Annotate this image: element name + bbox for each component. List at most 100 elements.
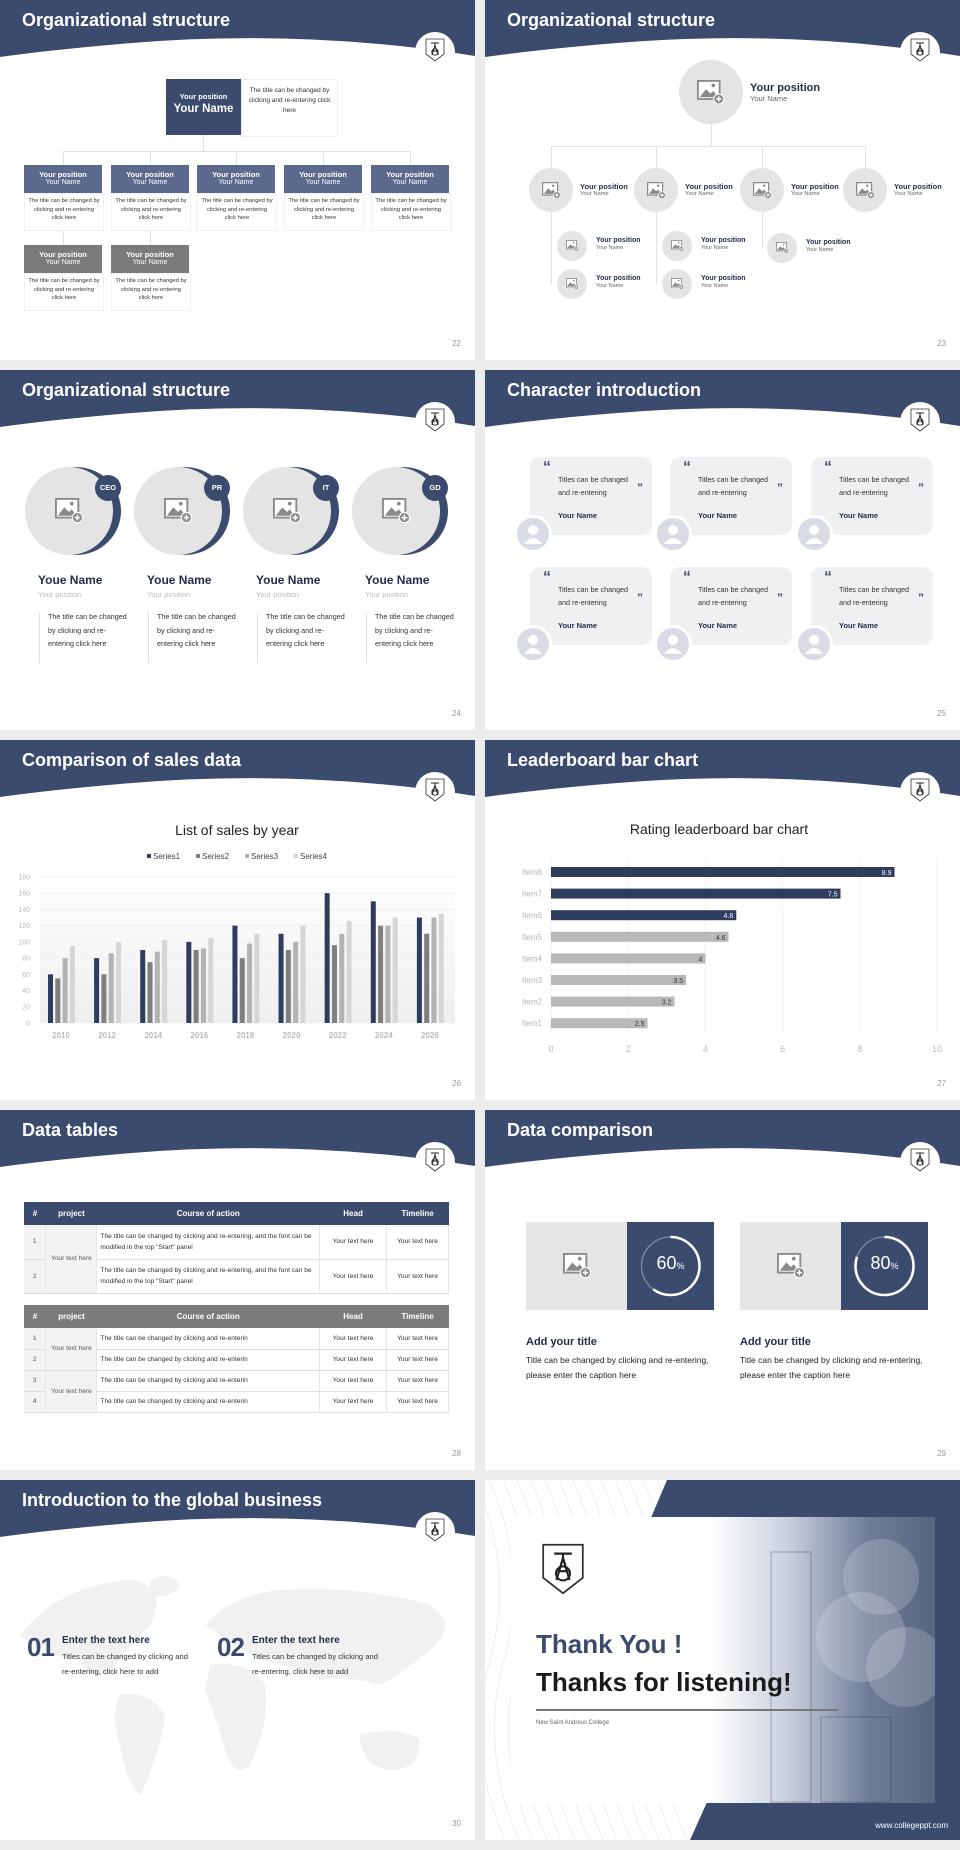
- close-quote-icon: ”: [918, 481, 924, 495]
- member-header[interactable]: Your position Your Name: [24, 165, 102, 193]
- bar-Series2-2012: [101, 974, 107, 1023]
- member-header[interactable]: Your position Your Name: [111, 165, 189, 193]
- y-tick-label: 40: [22, 988, 30, 995]
- person-name: Your Name: [558, 621, 598, 630]
- table-row[interactable]: 2 The title can be changed by clicking an…: [24, 1349, 449, 1371]
- legend-swatch: [196, 854, 200, 858]
- member-header[interactable]: Your position Your Name: [284, 165, 362, 193]
- slide-25[interactable]: Character introduction 25 “ Titles can be c…: [485, 370, 960, 730]
- table-row[interactable]: 3 Your text here The title can be changed …: [24, 1370, 449, 1413]
- slide-31[interactable]: Thank You ! Thanks for listening! New Sain…: [485, 1480, 960, 1840]
- college-logo: [900, 1142, 940, 1182]
- category-label: Item7: [522, 890, 543, 899]
- member-header[interactable]: Your position Your Name: [111, 245, 189, 273]
- column-header[interactable]: #: [32, 1312, 38, 1321]
- column-header[interactable]: project: [58, 1209, 85, 1218]
- photo-placeholder[interactable]: [740, 168, 784, 212]
- photo-placeholder[interactable]: [529, 168, 573, 212]
- photo-placeholder[interactable]: [662, 231, 692, 261]
- close-quote-icon: ”: [777, 591, 783, 605]
- header-band: [0, 370, 475, 435]
- item-number: 02: [217, 1632, 245, 1662]
- table-row[interactable]: 2 The title can be changed by clicking an…: [24, 1259, 449, 1294]
- slide-28[interactable]: Data tables 28 # project Course of action Hea…: [0, 1110, 475, 1470]
- bar-Series3-2014: [154, 951, 160, 1023]
- photo-placeholder[interactable]: [843, 168, 887, 212]
- page-number: 28: [452, 1449, 461, 1458]
- website-link[interactable]: www.collegeppt.com: [875, 1821, 948, 1830]
- column-header[interactable]: Course of action: [176, 1312, 240, 1321]
- bar-Item7: [551, 888, 841, 899]
- page-number: 23: [937, 339, 946, 348]
- slide-30[interactable]: Introduction to the global business 30 01 E…: [0, 1480, 475, 1840]
- column-header[interactable]: Head: [343, 1312, 363, 1321]
- name-label: Your Name: [750, 94, 788, 103]
- avatar: [654, 515, 692, 553]
- bar-Series4-2020: [300, 925, 306, 1023]
- position-label: Your position: [685, 182, 733, 191]
- header-band: [0, 1480, 475, 1545]
- name-label: Your Name: [791, 190, 820, 197]
- bar-Item5: [551, 931, 729, 942]
- bar-Item2: [551, 996, 675, 1007]
- photo-placeholder[interactable]: [740, 1222, 841, 1310]
- category-label: Item6: [522, 911, 543, 920]
- name-label: Your Name: [806, 247, 834, 253]
- person-description: The title can be changed by clicking and…: [48, 612, 127, 648]
- photo-placeholder[interactable]: [662, 269, 692, 299]
- slide-26[interactable]: Comparison of sales data 26 0 20 40 60 80 100 12…: [0, 740, 475, 1100]
- table-cell: Your text here: [386, 1349, 449, 1371]
- photo-placeholder[interactable]: [557, 231, 587, 261]
- x-tick-label: 2024: [375, 1031, 393, 1040]
- item-text: Titles can be changed by clicking and re…: [62, 1652, 188, 1676]
- connector-line: [39, 613, 40, 663]
- x-tick-label: 2012: [98, 1031, 116, 1040]
- column-header[interactable]: Course of action: [176, 1209, 240, 1218]
- slide-27[interactable]: Leaderboard bar chart 27 0 2 4 6 8 10 Item8 8.9 It…: [485, 740, 960, 1100]
- table-cell: Your text here: [386, 1259, 449, 1294]
- column-header[interactable]: Head: [343, 1209, 363, 1218]
- table-row[interactable]: 1 Your text here The title can be changed …: [24, 1225, 449, 1294]
- table-row[interactable]: 4 The title can be changed by clicking an…: [24, 1391, 449, 1413]
- bar-Series1-2012: [94, 958, 100, 1023]
- avatar: [654, 625, 692, 663]
- photo-placeholder[interactable]: [767, 233, 797, 263]
- member-header[interactable]: Your position Your Name: [197, 165, 275, 193]
- connector-line: [150, 227, 151, 245]
- testimonial-card[interactable]: “ Titles can be changed and re-entering ” Y…: [811, 457, 933, 535]
- photo-placeholder[interactable]: [679, 60, 743, 124]
- photo-placeholder[interactable]: [634, 168, 678, 212]
- testimonial-card[interactable]: “ Titles can be changed and re-entering ” Y…: [530, 567, 652, 645]
- top-position-box[interactable]: Your position Your Name: [166, 79, 241, 135]
- progress-ring: [841, 1222, 928, 1315]
- testimonial-card[interactable]: “ Titles can be changed and re-entering ” Y…: [670, 457, 792, 535]
- column-header[interactable]: #: [32, 1209, 38, 1218]
- item-heading: Enter the text here: [252, 1635, 340, 1646]
- slide-29[interactable]: Data comparison 29 60% Add your title Title …: [485, 1110, 960, 1470]
- table-cell: Your text here: [319, 1349, 388, 1371]
- person-name: Your Name: [558, 511, 598, 520]
- member-header[interactable]: Your position Your Name: [24, 245, 102, 273]
- percent-number: 80: [870, 1253, 891, 1273]
- testimonial-card[interactable]: “ Titles can be changed and re-entering ” Y…: [670, 567, 792, 645]
- photo-placeholder[interactable]: [557, 269, 587, 299]
- name-label: Your Name: [305, 179, 341, 186]
- world-map: [0, 1565, 475, 1830]
- testimonial-card[interactable]: “ Titles can be changed and re-entering ” Y…: [530, 457, 652, 535]
- member-header[interactable]: Your position Your Name: [371, 165, 449, 193]
- slide-22[interactable]: Organizational structure 22 Your position Y…: [0, 0, 475, 360]
- testimonial-card[interactable]: “ Titles can be changed and re-entering ” Y…: [811, 567, 933, 645]
- column-header[interactable]: Timeline: [401, 1312, 434, 1321]
- table-row[interactable]: 1 Your text here The title can be changed …: [24, 1328, 449, 1371]
- name-label: Your Name: [45, 179, 81, 186]
- column-header[interactable]: Timeline: [401, 1209, 434, 1218]
- percent-panel: 80%: [841, 1222, 928, 1310]
- name-label: Your Name: [132, 259, 168, 266]
- thank-you-heading: Thank You !: [536, 1629, 683, 1659]
- person-name: Your Name: [839, 511, 879, 520]
- column-header[interactable]: project: [58, 1312, 85, 1321]
- role-badge: GD: [422, 475, 448, 501]
- slide-24[interactable]: Organizational structure 24 CEO Youe Name Yo…: [0, 370, 475, 730]
- slide-23[interactable]: Organizational structure 23 Your position Y…: [485, 0, 960, 360]
- photo-placeholder[interactable]: [526, 1222, 627, 1310]
